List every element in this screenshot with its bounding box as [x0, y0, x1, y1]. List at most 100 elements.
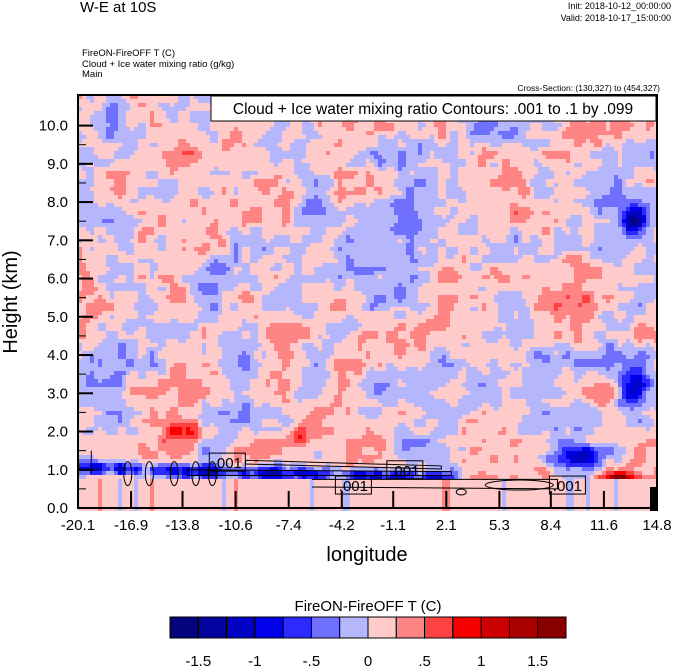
heatmap-cell — [202, 463, 206, 467]
heatmap-cell — [170, 99, 174, 103]
heatmap-cell — [194, 95, 198, 99]
heatmap-cell — [214, 439, 218, 443]
heatmap-cell — [90, 263, 94, 267]
heatmap-cell — [102, 415, 106, 419]
heatmap-cell — [210, 203, 214, 207]
heatmap-cell — [150, 367, 154, 371]
heatmap-cell — [162, 115, 166, 119]
heatmap-cell — [226, 443, 230, 447]
heatmap-cell — [178, 371, 182, 375]
heatmap-cell — [258, 479, 262, 483]
heatmap-cell — [150, 175, 154, 179]
heatmap-cell — [94, 279, 98, 283]
heatmap-cell — [258, 379, 262, 383]
heatmap-cell — [202, 131, 206, 135]
heatmap-cell — [226, 379, 230, 383]
heatmap-cell — [202, 163, 206, 167]
heatmap-cell — [102, 203, 106, 207]
heatmap-cell — [106, 163, 110, 167]
heatmap-cell — [262, 267, 266, 271]
heatmap-cell — [174, 403, 178, 407]
heatmap-cell — [146, 407, 150, 411]
heatmap-cell — [158, 339, 162, 343]
heatmap-cell — [182, 387, 186, 391]
heatmap-cell — [210, 215, 214, 219]
heatmap-cell — [114, 219, 118, 223]
heatmap-cell — [266, 323, 270, 327]
heatmap-cell — [210, 263, 214, 267]
heatmap-cell — [118, 387, 122, 391]
heatmap-cell — [82, 231, 86, 235]
heatmap-cell — [258, 267, 262, 271]
heatmap-cell — [138, 159, 142, 163]
heatmap-cell — [106, 239, 110, 243]
heatmap-cell — [122, 499, 126, 503]
heatmap-cell — [98, 331, 102, 335]
heatmap-cell — [182, 359, 186, 363]
heatmap-cell — [150, 427, 154, 431]
heatmap-cell — [186, 463, 190, 467]
heatmap-cell — [210, 323, 214, 327]
heatmap-cell — [118, 103, 122, 107]
heatmap-cell — [214, 355, 218, 359]
heatmap-cell — [90, 251, 94, 255]
heatmap-cell — [110, 499, 114, 503]
heatmap-cell — [214, 483, 218, 487]
heatmap-cell — [262, 155, 266, 159]
heatmap-cell — [142, 347, 146, 351]
heatmap-cell — [186, 159, 190, 163]
heatmap-cell — [242, 219, 246, 223]
heatmap-cell — [94, 395, 98, 399]
heatmap-cell — [158, 427, 162, 431]
heatmap-cell — [230, 447, 234, 451]
heatmap-cell — [82, 355, 86, 359]
heatmap-cell — [266, 399, 270, 403]
heatmap-cell — [122, 367, 126, 371]
heatmap-cell — [114, 223, 118, 227]
heatmap-cell — [158, 143, 162, 147]
heatmap-cell — [246, 327, 250, 331]
heatmap-cell — [182, 239, 186, 243]
heatmap-cell — [102, 263, 106, 267]
heatmap-cell — [186, 107, 190, 111]
heatmap-cell — [110, 199, 114, 203]
heatmap-cell — [142, 491, 146, 495]
heatmap-cell — [94, 283, 98, 287]
heatmap-cell — [194, 247, 198, 251]
heatmap-cell — [266, 431, 270, 435]
heatmap-cell — [138, 263, 142, 267]
heatmap-cell — [90, 431, 94, 435]
heatmap-cell — [146, 123, 150, 127]
heatmap-cell — [174, 299, 178, 303]
heatmap-cell — [194, 127, 198, 131]
heatmap-cell — [250, 491, 254, 495]
heatmap-cell — [194, 135, 198, 139]
heatmap-cell — [250, 247, 254, 251]
heatmap-cell — [110, 147, 114, 151]
heatmap-cell — [162, 363, 166, 367]
heatmap-cell — [206, 419, 210, 423]
heatmap-cell — [198, 447, 202, 451]
heatmap-cell — [178, 287, 182, 291]
heatmap-cell — [222, 235, 226, 239]
heatmap-cell — [206, 147, 210, 151]
heatmap-cell — [250, 279, 254, 283]
heatmap-cell — [118, 135, 122, 139]
heatmap-cell — [190, 455, 194, 459]
heatmap-cell — [110, 379, 114, 383]
heatmap-cell — [178, 111, 182, 115]
heatmap-cell — [238, 171, 242, 175]
heatmap-cell — [98, 139, 102, 143]
heatmap-cell — [198, 239, 202, 243]
heatmap-cell — [130, 223, 134, 227]
heatmap-cell — [90, 191, 94, 195]
heatmap-cell — [150, 403, 154, 407]
heatmap-cell — [202, 287, 206, 291]
heatmap-cell — [254, 319, 258, 323]
heatmap-cell — [262, 427, 266, 431]
heatmap-cell — [126, 291, 130, 295]
heatmap-cell — [186, 335, 190, 339]
heatmap-cell — [118, 347, 122, 351]
heatmap-cell — [158, 495, 162, 499]
heatmap-cell — [134, 479, 138, 483]
